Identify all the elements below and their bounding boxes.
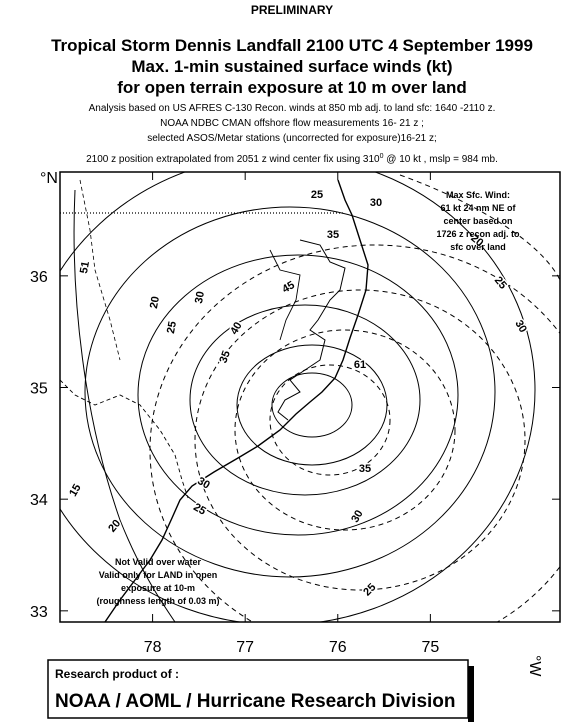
- lon-tick-label: 78: [144, 639, 162, 656]
- max-wind-note: 61 kt 24 nm NE of: [440, 203, 516, 213]
- title: Max. 1-min sustained surface winds (kt): [131, 57, 452, 76]
- lat-tick-label: 33: [30, 604, 48, 621]
- note: Analysis based on US AFRES C-130 Recon. …: [89, 103, 496, 114]
- footer-large: NOAA / AOML / Hurricane Research Divisio…: [55, 691, 456, 712]
- contour-label: 35: [217, 349, 232, 365]
- contour-label: 20: [106, 518, 123, 535]
- note: selected ASOS/Metar stations (uncorrecte…: [147, 133, 437, 144]
- note-part: 2100 z position extrapolated from 2051 z…: [86, 154, 380, 165]
- note: NOAA NDBC CMAN offshore flow measurement…: [160, 118, 424, 129]
- contour-label: 51: [78, 260, 92, 274]
- contour-label: 25: [492, 275, 509, 292]
- footer-box: [47, 659, 469, 719]
- lon-axis-label: °W: [526, 655, 543, 677]
- max-wind-note: center based on: [443, 216, 512, 226]
- validity-note: Valid only for LAND in open: [99, 570, 218, 580]
- max-wind-note: sfc over land: [450, 242, 506, 252]
- contour-label: 25: [361, 581, 378, 598]
- footer-shadow: [468, 666, 474, 722]
- contour-label: 20: [148, 295, 162, 309]
- lat-axis-label: °N: [40, 170, 58, 187]
- validity-note: Not Valid over water: [115, 557, 202, 567]
- validity-note: exposure at 10-m: [121, 583, 195, 593]
- footer-small: Research product of :: [55, 667, 179, 681]
- max-wind-note: Max Sfc. Wind:: [446, 190, 510, 200]
- contour-label: 35: [327, 229, 339, 241]
- contour-label: 15: [67, 482, 84, 499]
- contour-label: 25: [311, 189, 323, 201]
- validity-note: (roughness length of 0.03 m): [96, 596, 219, 606]
- contour-label: 25: [165, 320, 179, 334]
- contour-label: 25: [191, 501, 208, 518]
- note-sup: 0: [380, 153, 384, 160]
- lat-tick-label: 36: [30, 269, 48, 286]
- contour-label: 30: [193, 290, 207, 304]
- status: PRELIMINARY: [251, 3, 333, 17]
- lon-tick-label: 75: [421, 639, 439, 656]
- note-part: @ 10 kt , mslp = 984 mb.: [384, 154, 498, 165]
- title: Tropical Storm Dennis Landfall 2100 UTC …: [51, 36, 533, 55]
- lat-tick-label: 34: [30, 492, 48, 509]
- contour-label: 45: [280, 279, 297, 296]
- title: for open terrain exposure at 10 m over l…: [117, 78, 467, 97]
- lat-tick-label: 35: [30, 381, 48, 398]
- map-lines: [60, 172, 560, 622]
- note: 2100 z position extrapolated from 2051 z…: [86, 153, 498, 165]
- contour-label: 30: [512, 318, 529, 335]
- max-wind-note: 1726 z recon adj. to: [436, 229, 520, 239]
- contour-label: 30: [370, 197, 382, 209]
- contour-label: 30: [195, 475, 212, 492]
- lon-tick-label: 76: [329, 639, 347, 656]
- contour-label: 30: [349, 508, 366, 525]
- lon-tick-label: 77: [236, 639, 254, 656]
- contour-label: 35: [359, 463, 371, 475]
- map-frame: [59, 171, 561, 623]
- contour-label: 61: [354, 359, 366, 371]
